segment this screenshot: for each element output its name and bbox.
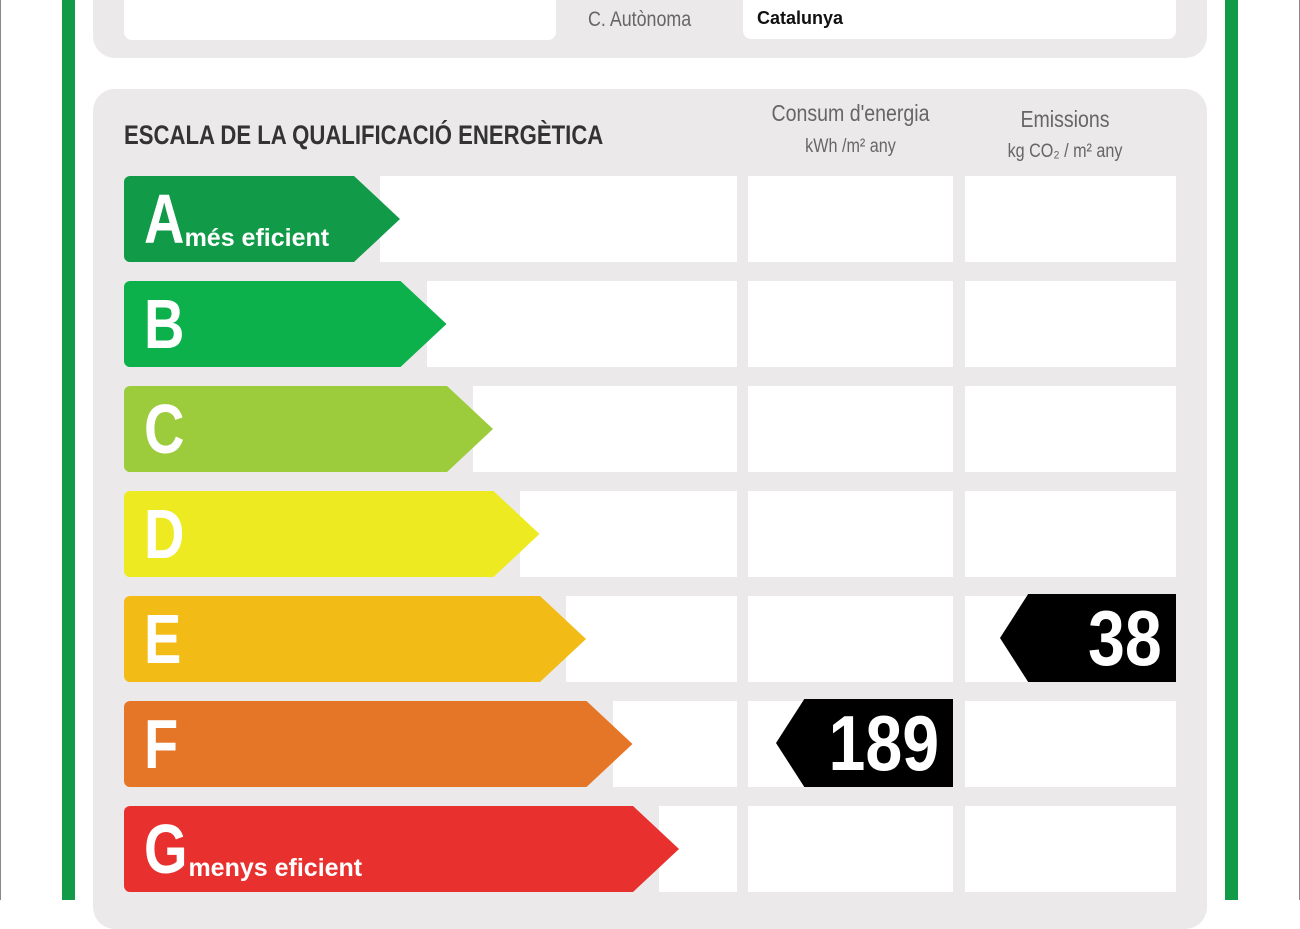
rating-bar: A més eficient xyxy=(124,176,400,262)
rating-letter: D xyxy=(144,495,185,573)
scale-title: ESCALA DE LA QUALIFICACIÓ ENERGÈTICA xyxy=(124,120,604,150)
energy-cell xyxy=(748,386,953,472)
rating-bar: C xyxy=(124,386,493,472)
energy-cell xyxy=(748,806,953,892)
rating-row-e: E 38 xyxy=(124,594,1176,682)
energy-col-unit: kWh /m² any xyxy=(805,136,896,157)
energy-cell xyxy=(748,596,953,682)
rating-bar: F xyxy=(124,701,633,787)
blank-field xyxy=(124,0,556,40)
emissions-cell xyxy=(965,176,1176,262)
energy-value: 189 xyxy=(828,698,939,787)
rating-letter: G xyxy=(144,810,188,888)
emissions-cell xyxy=(965,281,1176,367)
community-value: Catalunya xyxy=(757,8,844,28)
green-border-left xyxy=(62,0,75,900)
rating-bar: B xyxy=(124,281,447,367)
emissions-rating-badge: 38 xyxy=(1000,594,1176,682)
rating-row-b: B xyxy=(124,281,1176,367)
rating-subtitle: més eficient xyxy=(184,223,330,252)
emissions-cell xyxy=(965,491,1176,577)
rating-letter: C xyxy=(144,390,185,468)
bar-track xyxy=(380,176,737,262)
energy-rating-badge: 189 xyxy=(776,699,953,787)
rating-bar: D xyxy=(124,491,540,577)
rating-letter: B xyxy=(144,285,185,363)
rating-row-d: D xyxy=(124,491,1176,577)
energy-col-title: Consum d'energia xyxy=(771,100,930,126)
emissions-col-unit: kg CO₂ / m² any xyxy=(1007,141,1123,162)
bar-track xyxy=(612,701,737,787)
emissions-value: 38 xyxy=(1088,593,1162,682)
green-border-right xyxy=(1225,0,1238,900)
community-field xyxy=(743,0,1176,39)
community-label: C. Autònoma xyxy=(588,8,692,31)
rating-row-f: F 189 xyxy=(124,699,1176,787)
rating-letter: E xyxy=(144,600,182,678)
header-panel xyxy=(93,0,1207,58)
emissions-col-title: Emissions xyxy=(1020,106,1110,132)
rating-row-c: C xyxy=(124,386,1176,472)
bar-track xyxy=(519,491,737,577)
emissions-cell xyxy=(965,701,1176,787)
rating-subtitle: menys eficient xyxy=(188,853,363,882)
rating-letter: A xyxy=(144,180,185,258)
emissions-cell xyxy=(965,806,1176,892)
rating-letter: F xyxy=(144,705,179,783)
energy-cell xyxy=(748,491,953,577)
rating-row-g: G menys eficient xyxy=(124,806,1176,892)
bar-track xyxy=(426,281,737,367)
emissions-cell xyxy=(965,386,1176,472)
rating-row-a: A més eficient xyxy=(124,176,1176,262)
bar-track xyxy=(473,386,737,472)
energy-cell xyxy=(748,176,953,262)
bar-track xyxy=(566,596,737,682)
rating-bar: G menys eficient xyxy=(124,806,679,892)
rating-bar: E xyxy=(124,596,586,682)
energy-cell xyxy=(748,281,953,367)
